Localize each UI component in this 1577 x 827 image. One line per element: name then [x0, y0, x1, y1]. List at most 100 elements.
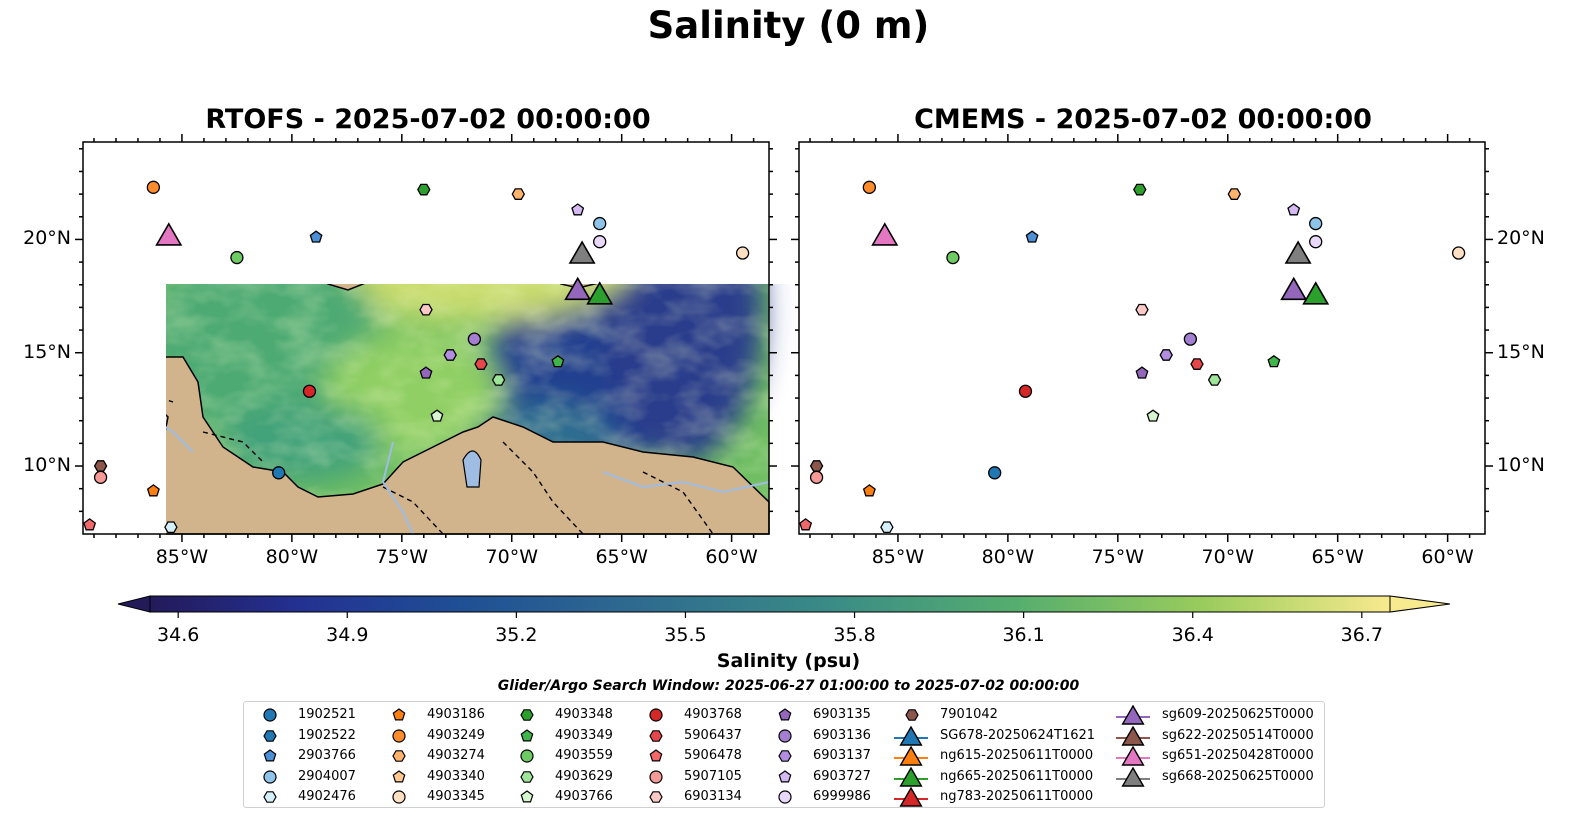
legend-marker	[778, 750, 792, 762]
legend-marker	[263, 708, 277, 722]
legend-marker	[905, 709, 919, 721]
float-marker-4903766	[430, 409, 444, 422]
legend-symbol	[899, 766, 923, 787]
float-marker-4903186	[146, 484, 160, 497]
glider-marker-ng665-20250611T0000	[1302, 281, 1330, 305]
float-marker-6903137	[1159, 349, 1173, 361]
legend-symbol	[905, 709, 919, 721]
legend-label: SG678-20250624T1621	[940, 727, 1096, 743]
legend-symbol	[1121, 746, 1145, 766]
lon-tick-label: 80°W	[265, 546, 319, 568]
legend-label: 6903135	[813, 707, 871, 722]
legend-marker	[649, 791, 663, 804]
legend-symbol	[392, 708, 406, 721]
lon-tick-label: 60°W	[705, 546, 758, 568]
float-marker-2904007	[1309, 216, 1323, 231]
lon-tick-label: 60°W	[1421, 546, 1474, 568]
lat-tick-label: 15°N	[1497, 340, 1545, 363]
float-marker-5906478	[83, 518, 97, 531]
legend: 1902521 1902522 2903766 2904007 4902476 49031…	[243, 701, 1325, 808]
legend-symbol	[263, 749, 277, 762]
float-marker-2904007	[593, 216, 607, 231]
float-marker-4903345	[1451, 246, 1466, 260]
lon-tick-label: 75°W	[375, 546, 429, 568]
lon-tick-label: 85°W	[155, 546, 209, 568]
legend-label: 4903348	[555, 707, 613, 722]
legend-label: 6999986	[813, 789, 871, 805]
lon-tick-label: 85°W	[871, 546, 925, 568]
colorbar-tick-label: 34.9	[326, 624, 369, 646]
legend-label: 6903137	[813, 748, 871, 764]
legend-marker	[1116, 705, 1150, 725]
panel-title-rtofs: RTOFS - 2025-07-02 00:00:00	[205, 104, 651, 135]
legend-marker	[520, 728, 534, 742]
colorbar-tick-label: 35.5	[664, 624, 707, 646]
float-marker-5906478	[799, 518, 813, 531]
legend-symbol	[520, 749, 534, 763]
float-marker-4903768	[302, 384, 317, 398]
legend-label: 4903249	[427, 727, 485, 743]
lat-tick-label: 10°N	[1497, 454, 1545, 477]
legend-marker	[263, 749, 277, 762]
legend-marker	[1116, 725, 1150, 746]
legend-symbol	[392, 770, 406, 783]
legend-label: 4903629	[555, 768, 613, 784]
float-marker-6999986	[593, 235, 607, 249]
lon-tick-label: 70°W	[485, 546, 538, 568]
lon-tick-label: 70°W	[1201, 546, 1254, 568]
legend-marker	[520, 709, 534, 721]
colorbar-tick-label: 36.4	[1171, 624, 1214, 646]
legend-marker	[894, 787, 928, 808]
legend-symbol	[392, 728, 406, 743]
float-marker-4903768	[1018, 384, 1033, 398]
lon-tick-label: 75°W	[1091, 546, 1145, 568]
legend-label: 6903134	[684, 789, 742, 805]
legend-marker	[520, 790, 534, 803]
float-marker-6903135	[419, 366, 433, 379]
legend-symbol	[649, 729, 663, 742]
lat-tick-label: 20°N	[1497, 227, 1545, 250]
glider-marker-ng665-20250611T0000	[586, 281, 614, 305]
float-marker-4903349	[1267, 354, 1281, 368]
float-marker-6903137	[443, 349, 457, 361]
legend-marker	[392, 790, 406, 804]
float-marker-4903348	[1133, 183, 1147, 196]
panel-title-cmems: CMEMS - 2025-07-02 00:00:00	[914, 104, 1372, 135]
legend-label: 4903349	[555, 727, 613, 743]
legend-symbol	[899, 746, 923, 766]
legend-label: 5906478	[684, 748, 742, 764]
legend-label: 5907105	[684, 768, 742, 784]
float-marker-4903559	[946, 250, 960, 265]
legend-label: sg622-20250514T0000	[1162, 727, 1314, 743]
legend-label: 4903559	[555, 748, 613, 764]
float-marker-6903136	[1183, 332, 1198, 346]
colorbar-tick-label: 35.2	[495, 624, 538, 646]
legend-marker	[778, 708, 792, 721]
legend-marker	[392, 708, 406, 721]
legend-marker	[392, 770, 406, 783]
legend-marker	[1116, 746, 1150, 766]
float-marker-4903274	[1227, 188, 1242, 200]
float-marker-4903629	[1207, 374, 1222, 386]
legend-marker	[392, 750, 406, 762]
float-marker-6903134	[1135, 303, 1149, 316]
legend-marker	[263, 770, 277, 784]
float-marker-4903186	[862, 484, 876, 497]
legend-symbol	[520, 770, 534, 783]
legend-symbol	[778, 770, 792, 783]
legend-label: 1902521	[298, 707, 356, 722]
legend-marker	[263, 729, 277, 742]
legend-marker	[392, 728, 406, 743]
lat-tick-label: 20°N	[23, 227, 71, 250]
float-marker-2903766	[309, 230, 323, 243]
legend-marker	[894, 746, 928, 766]
glider-marker-sg609-20250625T0000	[564, 276, 592, 301]
legend-marker	[649, 749, 663, 762]
legend-label: 1902522	[298, 727, 356, 743]
legend-marker	[778, 790, 792, 804]
legend-marker	[649, 708, 663, 722]
glider-marker-sg651-20250428T0000	[155, 222, 183, 246]
legend-label: 4903345	[427, 789, 485, 805]
glider-marker-sg651-20250428T0000	[871, 222, 899, 246]
